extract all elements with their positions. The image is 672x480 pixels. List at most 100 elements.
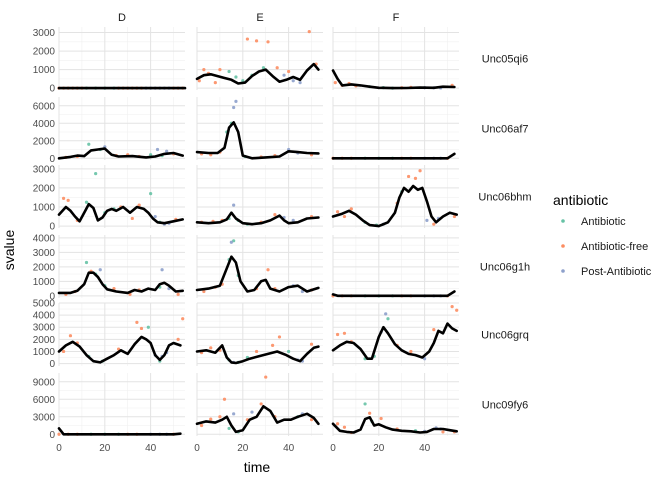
y-tick-label: 3000 [33,323,56,334]
data-point [309,342,314,346]
data-point [229,240,233,244]
data-point [282,73,286,77]
data-point [254,39,259,43]
data-point [342,331,347,335]
facet-panel [195,373,323,436]
column-strip-label: E [256,12,263,24]
x-tick-label: 20 [237,443,249,454]
data-point [287,69,291,74]
data-point [261,66,266,70]
smooth-line [331,322,458,360]
data-point [222,397,227,401]
y-tick-label: 3000 [33,412,56,423]
legend-title: antibiotic [553,192,608,208]
y-tick-label: 1000 [33,65,56,76]
data-point [423,357,427,361]
data-point [234,75,238,79]
data-point [202,289,206,294]
data-point [266,268,270,272]
smooth-line [331,416,458,434]
data-point [155,147,160,152]
y-tick-label: 6000 [33,101,56,112]
y-tick-label: 2000 [33,335,56,346]
y-tick-label: 0 [49,430,55,441]
y-tick-label: 1000 [33,203,56,214]
data-point [254,349,259,354]
legend-label: Post-Antibiotic [581,266,652,278]
data-point [146,325,150,329]
data-point [291,218,295,222]
y-tick-label: 0 [49,359,55,370]
smooth-line [195,255,320,293]
x-tick-label: 40 [283,443,295,454]
x-tick-label: 20 [99,443,111,454]
data-point [450,305,454,309]
data-point [66,198,70,202]
column-strip-label: D [118,12,126,24]
y-tick-label: 2000 [33,262,56,273]
y-tick-label: 3000 [33,164,56,175]
data-point [335,422,340,426]
data-point [386,317,390,321]
data-point [165,149,169,153]
data-point [335,210,340,214]
data-point [57,432,61,436]
x-tick-label: 20 [373,443,385,454]
x-tick-label: 0 [330,443,336,454]
row-strip-label: Unc09fy6 [482,400,528,412]
data-point [309,418,314,422]
y-tick-label: 3000 [33,248,56,259]
x-tick-label: 0 [56,443,62,454]
data-point [452,214,457,219]
x-tick-label: 40 [145,443,157,454]
facet-panel [195,165,323,228]
data-point [441,430,445,434]
row-strip-label: Unc06bhm [478,192,531,204]
facet-panel [57,373,185,436]
data-point [149,153,153,157]
y-tick-label: 0 [49,154,55,165]
smooth-line [195,121,320,160]
data-point [271,343,275,348]
facet-panel [195,235,323,298]
data-point [425,218,429,222]
smooth-line [57,427,182,436]
y-tick-label: 2000 [33,183,56,194]
data-point [227,426,231,431]
data-point [181,317,185,321]
legend: antibiotic Antibiotic Antibiotic-free Post… [553,192,652,278]
data-point [275,66,279,70]
data-point [176,337,180,341]
data-point [137,203,141,207]
facet-panel [57,165,185,228]
facet-panel [331,302,459,366]
smooth-line [331,152,456,160]
data-point [68,334,73,338]
data-point [379,416,383,421]
data-point [384,312,388,316]
facet-panel [195,97,323,160]
data-point [273,213,277,217]
legend-label: Antibiotic [581,216,626,228]
data-point [153,214,157,219]
facet-panel [195,302,323,366]
row-strip-label: Unc06af7 [481,124,528,136]
data-point [176,292,180,296]
data-point [298,80,302,85]
data-point [259,402,263,406]
data-point [307,30,311,34]
data-point [130,216,134,221]
facet-panel [331,97,459,160]
y-tick-label: 2000 [33,47,56,58]
legend-label: Antibiotic-free [581,241,648,253]
panels-layer: D E F0100020003000Unc05qi60200040006000Unc… [33,12,532,454]
smooth-line [57,147,184,160]
facet-panel [57,27,187,90]
data-point [218,415,222,419]
facet-panel [331,165,459,228]
data-point [432,222,436,226]
smooth-line [57,202,184,225]
facet-panel [331,235,459,298]
y-tick-label: 4000 [33,119,56,130]
